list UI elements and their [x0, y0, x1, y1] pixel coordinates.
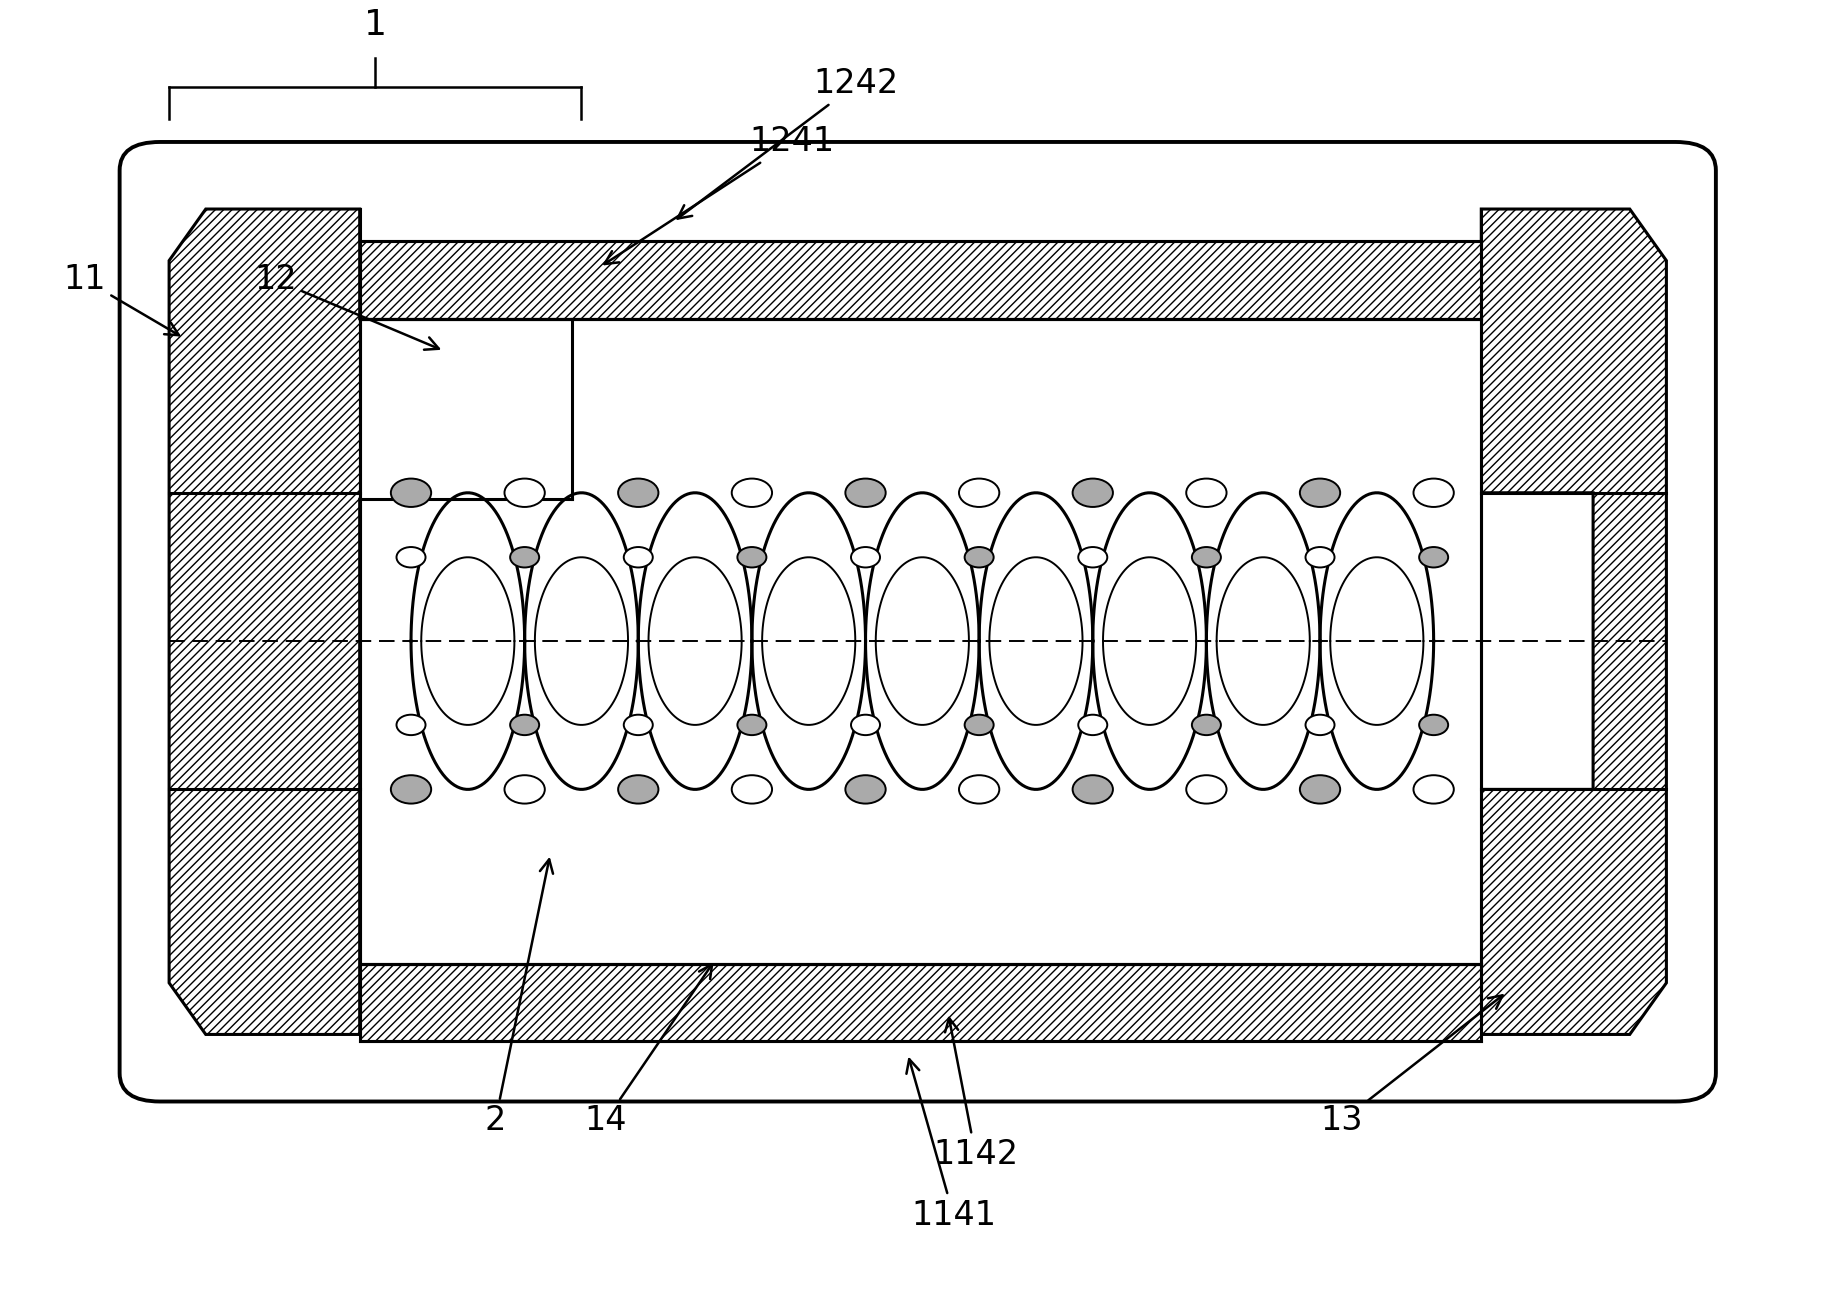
Circle shape [1300, 775, 1340, 804]
Circle shape [845, 478, 886, 507]
Circle shape [738, 547, 766, 568]
Circle shape [1414, 775, 1454, 804]
Polygon shape [169, 208, 573, 1035]
Text: 14: 14 [584, 964, 712, 1138]
Circle shape [1191, 715, 1221, 735]
Circle shape [845, 775, 886, 804]
Circle shape [1305, 547, 1335, 568]
Circle shape [1419, 715, 1449, 735]
Circle shape [390, 478, 431, 507]
Polygon shape [359, 319, 573, 499]
Circle shape [1079, 715, 1106, 735]
Circle shape [1073, 775, 1114, 804]
Circle shape [1186, 775, 1226, 804]
Circle shape [1073, 478, 1114, 507]
Text: 12: 12 [254, 263, 438, 349]
Circle shape [731, 775, 771, 804]
Polygon shape [359, 963, 1482, 1041]
Text: 1: 1 [365, 8, 387, 42]
Text: 1141: 1141 [906, 1059, 996, 1231]
Circle shape [624, 715, 654, 735]
Circle shape [390, 775, 431, 804]
Polygon shape [359, 241, 1482, 319]
Circle shape [965, 547, 994, 568]
Circle shape [1186, 478, 1226, 507]
Circle shape [851, 547, 880, 568]
Circle shape [1079, 547, 1106, 568]
Circle shape [965, 715, 994, 735]
Polygon shape [1482, 208, 1666, 1035]
Circle shape [1191, 547, 1221, 568]
Circle shape [959, 775, 1000, 804]
Text: 1241: 1241 [604, 125, 834, 265]
Text: 1142: 1142 [933, 1018, 1018, 1171]
Text: 1242: 1242 [677, 68, 898, 219]
Circle shape [1305, 715, 1335, 735]
Text: 11: 11 [64, 263, 179, 335]
Circle shape [510, 715, 539, 735]
Circle shape [738, 715, 766, 735]
Circle shape [624, 547, 654, 568]
Circle shape [510, 547, 539, 568]
Circle shape [731, 478, 771, 507]
Circle shape [619, 478, 659, 507]
Circle shape [396, 715, 425, 735]
Text: 13: 13 [1320, 995, 1502, 1138]
Circle shape [959, 478, 1000, 507]
Circle shape [1414, 478, 1454, 507]
Text: 2: 2 [484, 860, 552, 1138]
Circle shape [504, 775, 545, 804]
Circle shape [1419, 547, 1449, 568]
Circle shape [396, 547, 425, 568]
Circle shape [1300, 478, 1340, 507]
Bar [359, 319, 1482, 963]
FancyBboxPatch shape [120, 142, 1716, 1101]
Circle shape [619, 775, 659, 804]
Circle shape [851, 715, 880, 735]
Circle shape [504, 478, 545, 507]
